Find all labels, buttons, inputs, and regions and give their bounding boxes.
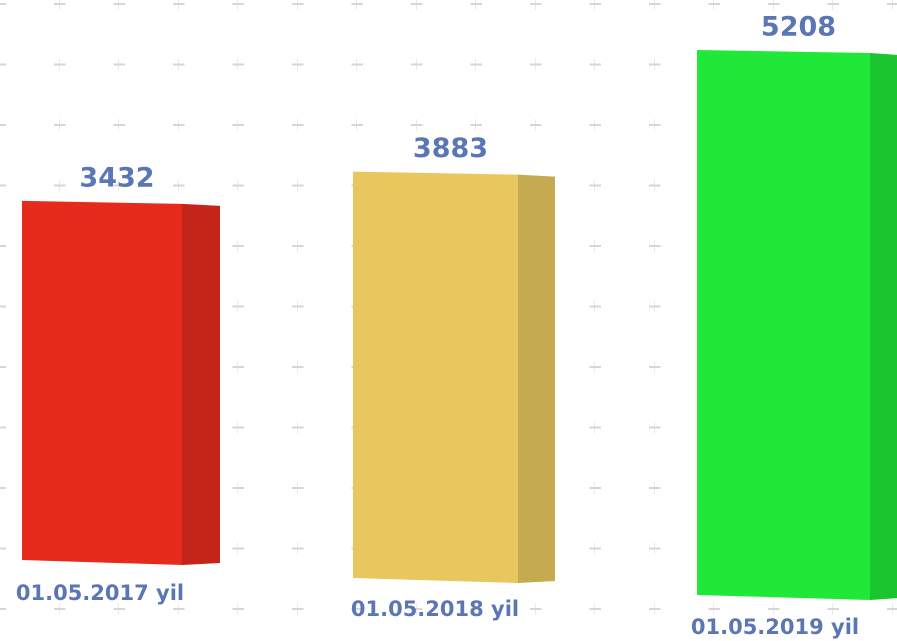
category-label: 01.05.2018 yil	[351, 597, 519, 621]
value-label: 5208	[761, 12, 836, 43]
category-label: 01.05.2017 yil	[16, 581, 184, 605]
bar	[22, 200, 182, 565]
bar	[697, 50, 870, 600]
bar-side	[182, 203, 220, 565]
bar-side	[518, 174, 555, 584]
bar-side	[870, 53, 897, 600]
value-label: 3883	[413, 133, 488, 164]
category-label: 01.05.2019 yil	[691, 615, 859, 639]
bar	[353, 171, 518, 584]
value-label: 3432	[79, 162, 154, 193]
